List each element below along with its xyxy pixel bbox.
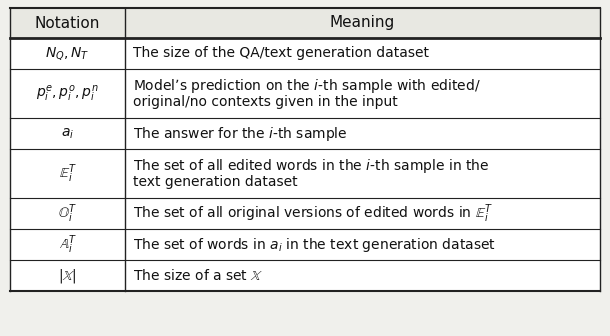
Text: text generation dataset: text generation dataset (133, 175, 298, 189)
Text: The size of a set $\mathbb{X}$: The size of a set $\mathbb{X}$ (133, 268, 264, 283)
Bar (10, 8, 600, 291)
Bar (10, 8, 600, 38)
Text: $p_i^e, p_i^o, p_i^n$: $p_i^e, p_i^o, p_i^n$ (36, 84, 99, 103)
Text: Meaning: Meaning (330, 15, 395, 31)
Text: Notation: Notation (35, 15, 100, 31)
Text: The set of all original versions of edited words in $\mathbb{E}_i^T$: The set of all original versions of edit… (133, 203, 493, 225)
Text: original/no contexts given in the input: original/no contexts given in the input (133, 94, 398, 109)
Text: The answer for the $i$-th sample: The answer for the $i$-th sample (133, 125, 348, 143)
Text: $\mathbb{A}_i^T$: $\mathbb{A}_i^T$ (59, 234, 76, 256)
Text: The set of words in $a_i$ in the text generation dataset: The set of words in $a_i$ in the text ge… (133, 236, 496, 254)
Text: $\mathbb{E}_i^T$: $\mathbb{E}_i^T$ (59, 163, 76, 185)
Text: The size of the QA/text generation dataset: The size of the QA/text generation datas… (133, 46, 429, 60)
Text: $|\mathbb{X}|$: $|\mathbb{X}|$ (58, 266, 77, 285)
Text: $a_i$: $a_i$ (61, 126, 74, 141)
Text: $\mathbb{O}_i^T$: $\mathbb{O}_i^T$ (58, 203, 77, 225)
Text: Model’s prediction on the $i$-th sample with edited/: Model’s prediction on the $i$-th sample … (133, 77, 481, 94)
Text: The set of all edited words in the $i$-th sample in the: The set of all edited words in the $i$-t… (133, 157, 489, 175)
Text: $N_Q, N_T$: $N_Q, N_T$ (45, 45, 90, 62)
